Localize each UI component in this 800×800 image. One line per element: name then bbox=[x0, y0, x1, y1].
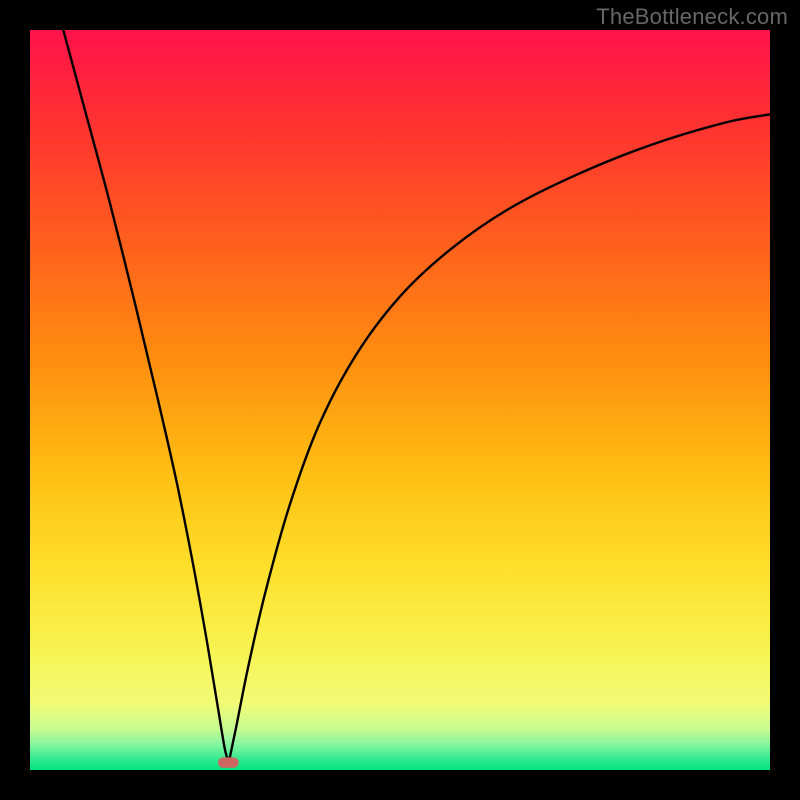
chart-stage: TheBottleneck.com bbox=[0, 0, 800, 800]
watermark-text: TheBottleneck.com bbox=[596, 4, 788, 30]
minimum-marker bbox=[218, 757, 239, 767]
chart-svg bbox=[0, 0, 800, 800]
